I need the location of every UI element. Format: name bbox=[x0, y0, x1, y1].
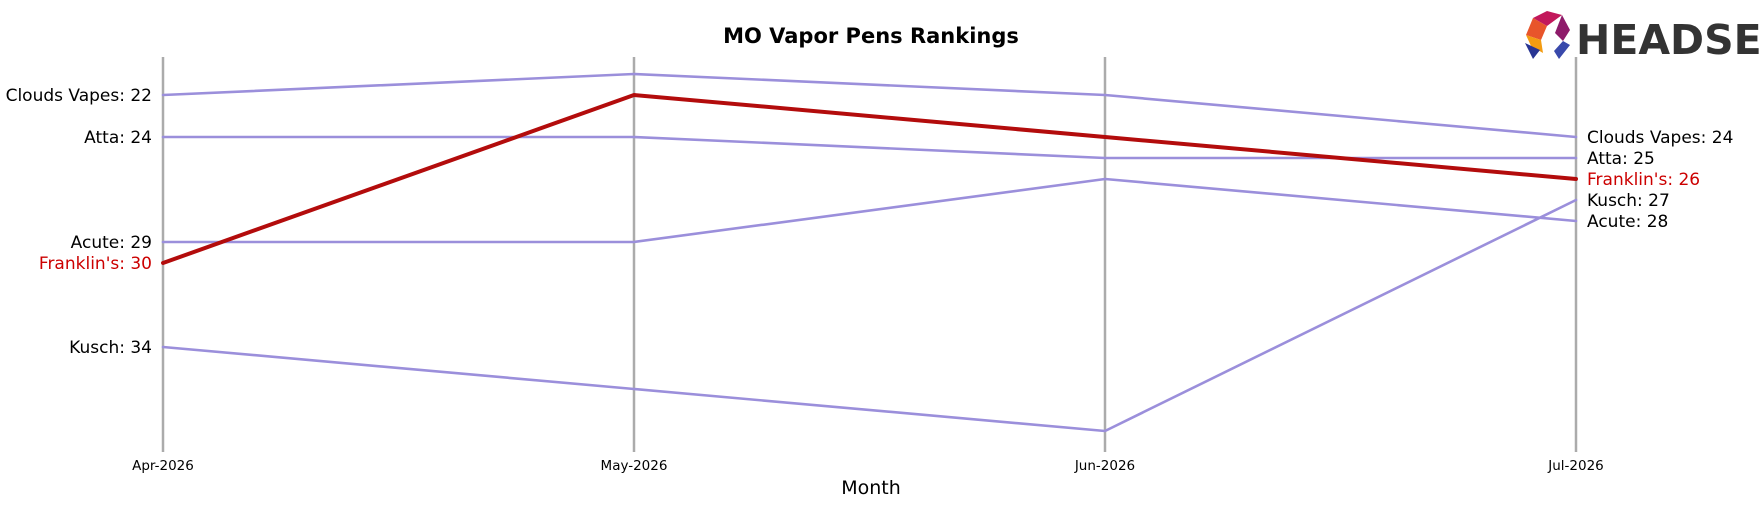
end-label-acute: Acute: 28 bbox=[1587, 212, 1668, 232]
ticks-layer: Apr-2026 May-2026 Jun-2026 Jul-2026 bbox=[132, 458, 1604, 474]
end-label-clouds-vapes: Clouds Vapes: 24 bbox=[1587, 128, 1733, 148]
x-axis-label: Month bbox=[841, 477, 901, 499]
axes-layer bbox=[161, 57, 1578, 452]
start-label-franklin-s: Franklin's: 30 bbox=[39, 254, 152, 274]
series-line-kusch bbox=[161, 198, 1578, 433]
headset-logo-text: HEADSET bbox=[1576, 16, 1759, 64]
series-line-clouds-vapes bbox=[161, 72, 1578, 139]
end-label-atta: Atta: 25 bbox=[1587, 149, 1655, 169]
headset-logo-icon bbox=[1525, 11, 1570, 59]
series-line-acute bbox=[161, 177, 1578, 244]
x-tick-label: Jun-2026 bbox=[1074, 458, 1135, 474]
chart-title: MO Vapor Pens Rankings bbox=[723, 24, 1019, 48]
headset-logo: HEADSET bbox=[1525, 11, 1759, 64]
end-label-kusch: Kusch: 27 bbox=[1587, 191, 1670, 211]
x-tick-label: Apr-2026 bbox=[132, 458, 194, 474]
x-tick-label: May-2026 bbox=[601, 458, 668, 474]
start-label-acute: Acute: 29 bbox=[71, 233, 152, 253]
labels-layer: Clouds Vapes: 22 Clouds Vapes: 24 Atta: 24… bbox=[6, 86, 1734, 358]
series-layer bbox=[161, 72, 1578, 433]
series-line-franklin-s bbox=[161, 93, 1578, 265]
series-line-atta bbox=[161, 135, 1578, 160]
x-tick-label: Jul-2026 bbox=[1547, 458, 1604, 474]
end-label-franklin-s: Franklin's: 26 bbox=[1587, 170, 1700, 190]
start-label-kusch: Kusch: 34 bbox=[69, 338, 152, 358]
start-label-atta: Atta: 24 bbox=[84, 128, 152, 148]
start-label-clouds-vapes: Clouds Vapes: 22 bbox=[6, 86, 152, 106]
